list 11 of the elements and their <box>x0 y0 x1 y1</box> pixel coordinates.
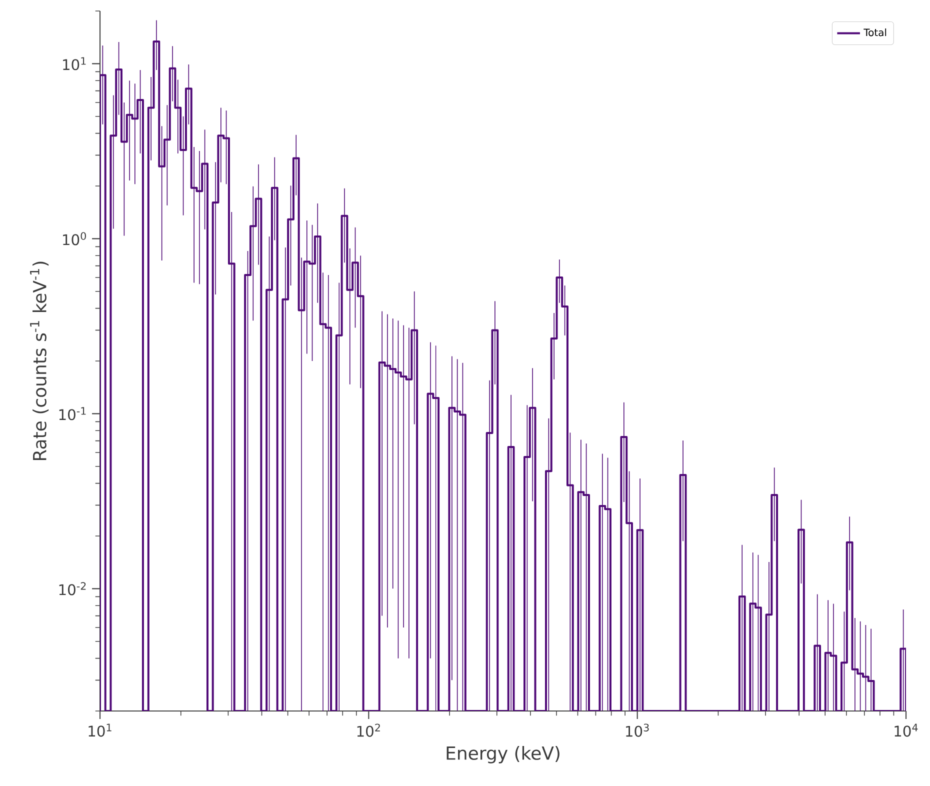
y-tick-label: 10$^{1}$ <box>63 57 86 70</box>
x-axis-title: Energy (keV) <box>446 746 560 764</box>
x-tick-label: 10$^{2}$ <box>357 724 380 737</box>
y-tick-label: 10$^{-2}$ <box>59 582 86 596</box>
x-tick-label: 10$^{3}$ <box>626 724 649 737</box>
y-tick-label: 10$^{0}$ <box>63 232 86 246</box>
legend-label: Total <box>864 28 886 36</box>
y-tick-label: 10$^{-1}$ <box>59 407 86 420</box>
y-axis-title: Rate (counts s$^{-1}$ keV$^{-1}$) <box>30 262 49 460</box>
x-tick-label: 10$^{4}$ <box>894 724 918 737</box>
x-tick-label: 10$^{1}$ <box>88 724 112 737</box>
